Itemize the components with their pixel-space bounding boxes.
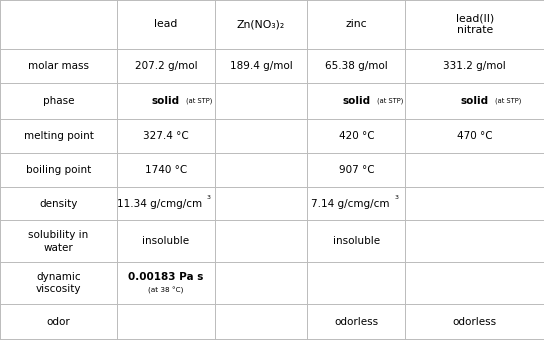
Text: 420 °C: 420 °C	[338, 131, 374, 141]
Text: Zn(NO₃)₂: Zn(NO₃)₂	[237, 20, 285, 29]
Text: lead: lead	[154, 20, 177, 29]
Text: 65.38 g/mol: 65.38 g/mol	[325, 61, 388, 71]
Text: density: density	[39, 198, 78, 209]
Text: (at STP): (at STP)	[187, 98, 213, 104]
Text: 470 °C: 470 °C	[457, 131, 492, 141]
Text: molar mass: molar mass	[28, 61, 89, 71]
Text: solubility in
water: solubility in water	[28, 230, 89, 253]
Text: 189.4 g/mol: 189.4 g/mol	[230, 61, 293, 71]
Text: insoluble: insoluble	[143, 236, 189, 246]
Text: solid: solid	[461, 96, 489, 106]
Text: 331.2 g/mol: 331.2 g/mol	[443, 61, 506, 71]
Text: insoluble: insoluble	[333, 236, 380, 246]
Text: odorless: odorless	[453, 317, 497, 327]
Text: 11.34 g/cmg/cm: 11.34 g/cmg/cm	[117, 198, 202, 209]
Text: solid: solid	[152, 96, 180, 106]
Text: melting point: melting point	[23, 131, 94, 141]
Text: (at STP): (at STP)	[377, 98, 403, 104]
Text: dynamic
viscosity: dynamic viscosity	[36, 272, 81, 295]
Text: 1740 °C: 1740 °C	[145, 165, 187, 175]
Text: solid: solid	[342, 96, 370, 106]
Text: lead(II)
nitrate: lead(II) nitrate	[455, 14, 494, 35]
Text: 7.14 g/cmg/cm: 7.14 g/cmg/cm	[311, 198, 389, 209]
Text: 0.00183 Pa s: 0.00183 Pa s	[128, 272, 203, 282]
Text: 327.4 °C: 327.4 °C	[143, 131, 189, 141]
Text: 3: 3	[394, 195, 398, 200]
Text: boiling point: boiling point	[26, 165, 91, 175]
Text: (at STP): (at STP)	[495, 98, 522, 104]
Text: (at 38 °C): (at 38 °C)	[148, 287, 184, 294]
Text: odor: odor	[47, 317, 70, 327]
Text: odorless: odorless	[334, 317, 379, 327]
Text: phase: phase	[43, 96, 74, 106]
Text: 207.2 g/mol: 207.2 g/mol	[134, 61, 197, 71]
Text: 3: 3	[207, 195, 211, 200]
Text: 907 °C: 907 °C	[338, 165, 374, 175]
Text: zinc: zinc	[345, 20, 367, 29]
